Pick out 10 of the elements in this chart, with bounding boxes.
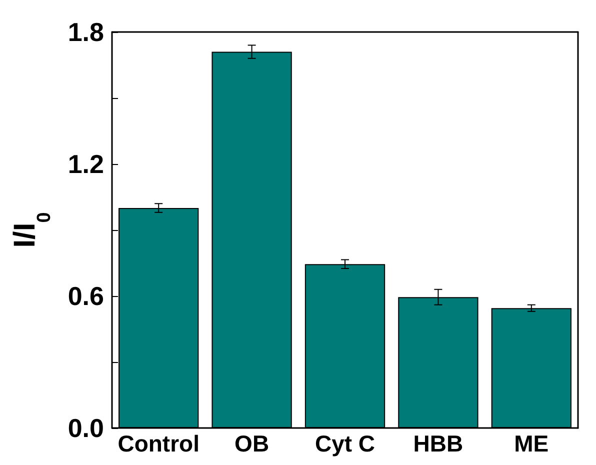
y-tick-label: 1.2: [68, 149, 104, 179]
y-axis-title: I/I0: [8, 212, 55, 248]
x-tick-label: OB: [234, 430, 270, 456]
y-tick-label: 0.6: [68, 281, 104, 311]
y-tick-label: 0.0: [68, 413, 104, 443]
x-tick-label: HBB: [413, 430, 464, 456]
x-tick-label: Cyt C: [314, 430, 376, 456]
x-tick-label: Control: [118, 430, 200, 456]
y-tick-label: 1.8: [68, 17, 104, 47]
x-tick-label: ME: [514, 430, 549, 456]
